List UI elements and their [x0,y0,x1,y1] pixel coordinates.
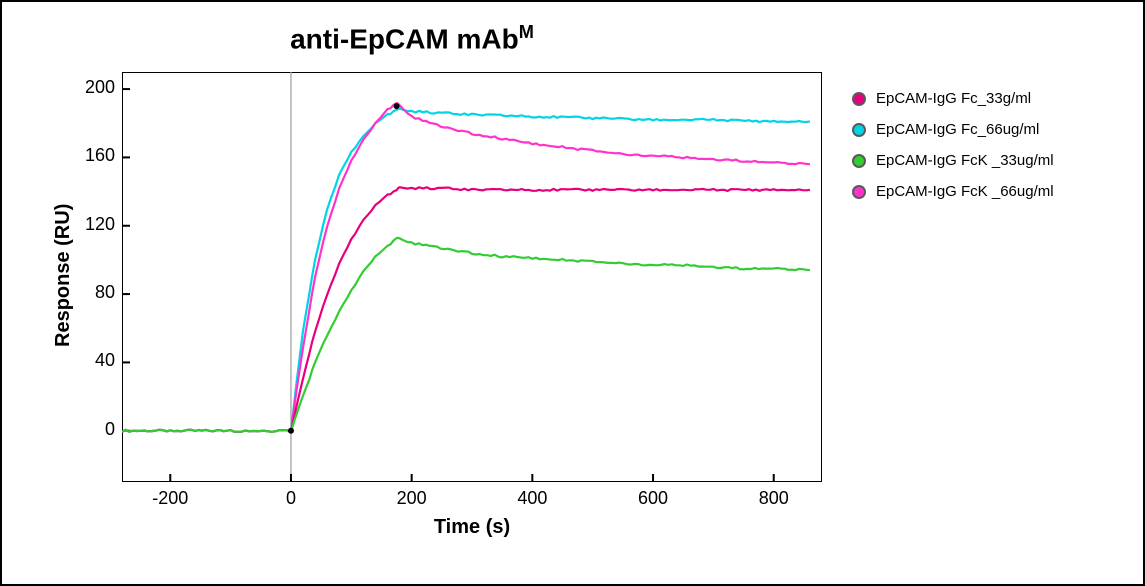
legend-marker [852,185,866,199]
legend-marker [852,92,866,106]
marker-dot [288,428,294,434]
y-tick-label: 120 [67,214,115,235]
legend-marker [852,154,866,168]
legend-item: EpCAM-IgG FcK _66ug/ml [852,183,1054,200]
plot-area [122,72,822,482]
legend-label: EpCAM-IgG Fc_66ug/ml [876,121,1039,138]
y-tick-label: 40 [67,350,115,371]
marker-dot [394,103,400,109]
x-tick-label: 200 [387,488,437,509]
legend-item: EpCAM-IgG FcK _33ug/ml [852,152,1054,169]
series-line [122,109,810,432]
legend: EpCAM-IgG Fc_33g/ml EpCAM-IgG Fc_66ug/ml E… [852,90,1054,214]
legend-label: EpCAM-IgG FcK _66ug/ml [876,183,1054,200]
y-tick-label: 160 [67,145,115,166]
series-line [122,187,810,432]
x-tick-label: 600 [628,488,678,509]
legend-item: EpCAM-IgG Fc_33g/ml [852,90,1054,107]
chart-svg [122,72,822,482]
y-tick-label: 0 [67,419,115,440]
x-tick-label: 0 [266,488,316,509]
x-tick-label: 800 [749,488,799,509]
y-tick-label: 80 [67,282,115,303]
x-tick-label: -200 [145,488,195,509]
y-tick-label: 200 [67,77,115,98]
series-line [122,238,810,432]
figure-panel: anti-EpCAM mAbM Response (RU) Time (s) E… [0,0,1145,586]
chart-title: anti-EpCAM mAbM [2,22,822,55]
x-axis-label: Time (s) [122,516,822,539]
legend-label: EpCAM-IgG Fc_33g/ml [876,90,1031,107]
legend-item: EpCAM-IgG Fc_66ug/ml [852,121,1054,138]
legend-marker [852,123,866,137]
legend-label: EpCAM-IgG FcK _33ug/ml [876,152,1054,169]
x-tick-label: 400 [507,488,557,509]
